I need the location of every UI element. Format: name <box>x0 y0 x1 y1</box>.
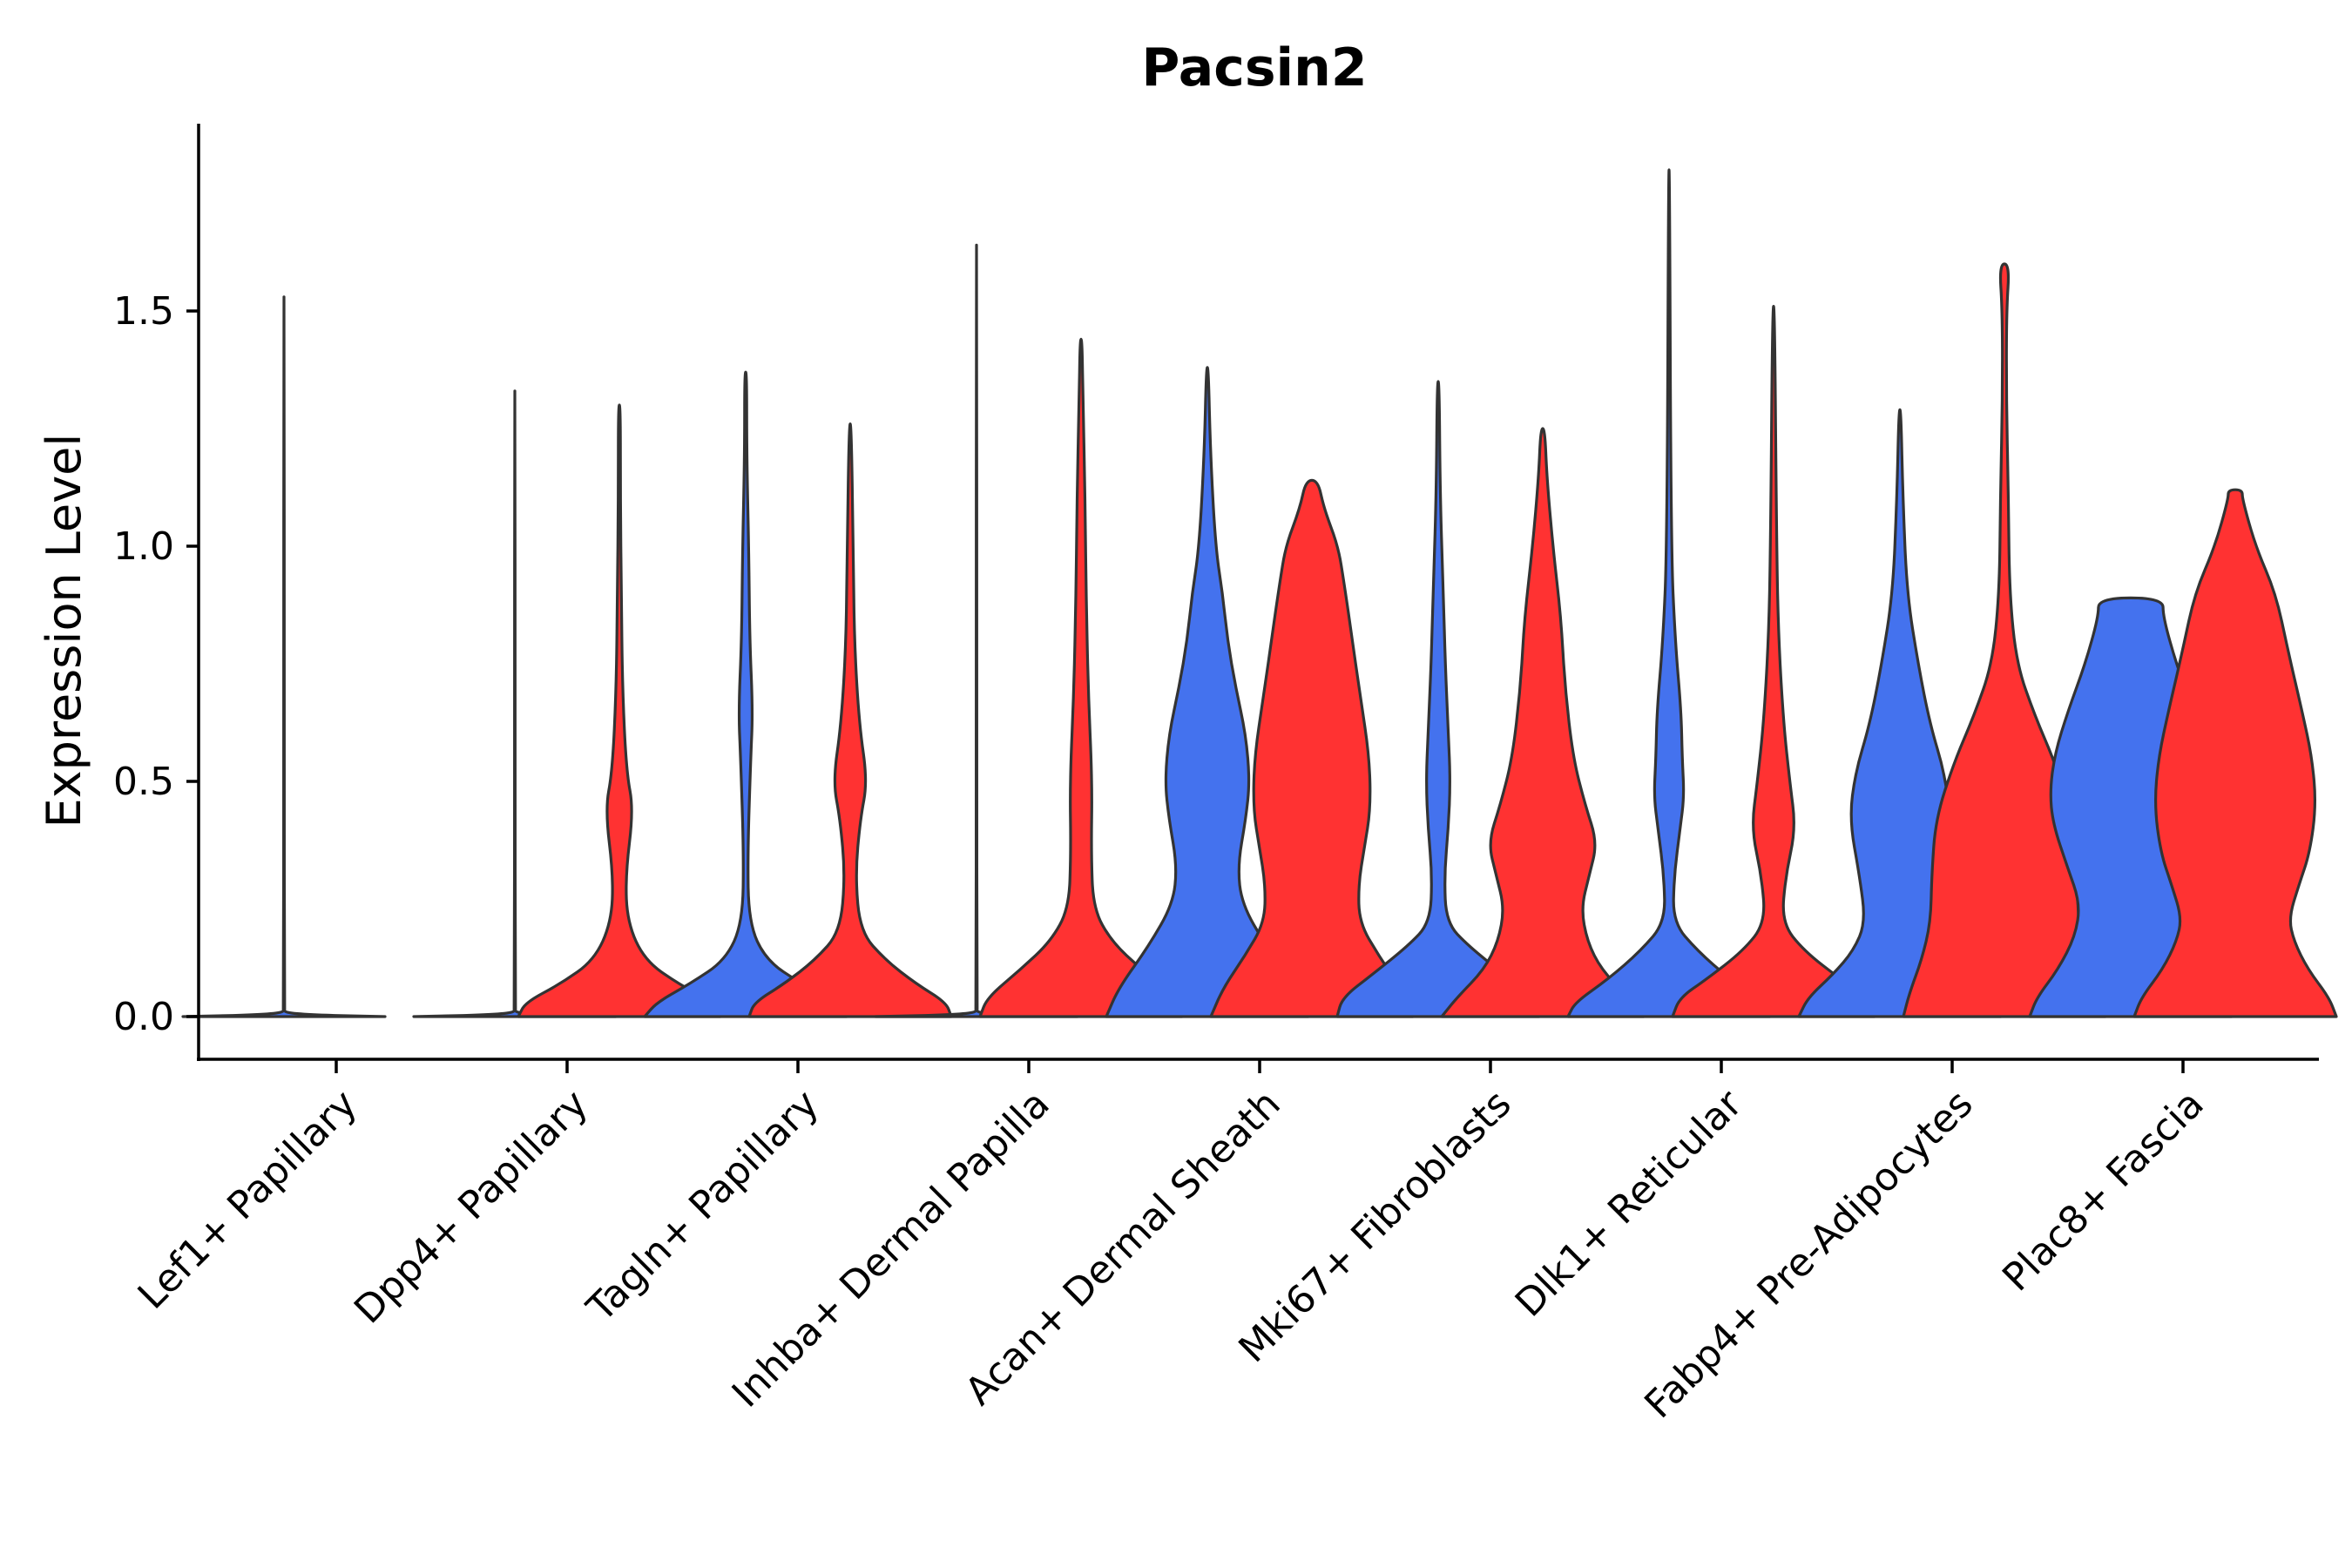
chart-title: Pacsin2 <box>1141 37 1367 98</box>
x-tick-label: Plac8+ Fascia <box>1994 1082 2213 1301</box>
x-tick-label: Dpp4+ Papillary <box>346 1082 597 1333</box>
violin-group-2 <box>517 403 722 1018</box>
axes <box>197 124 2319 1061</box>
violin-group-1 <box>1566 168 1772 1018</box>
violin-group-1 <box>643 370 848 1018</box>
violin-group-1 <box>1335 380 1541 1018</box>
x-tick-label: Lef1+ Papillary <box>130 1082 366 1318</box>
y-tick-label: 1.5 <box>113 289 174 334</box>
y-ticks: 0.0 0.5 1.0 1.5 <box>113 289 199 1039</box>
violin-group-2 <box>978 337 1184 1018</box>
x-tick-label: Tagln+ Papillary <box>578 1082 828 1331</box>
x-tick-label: Dlk1+ Reticular <box>1507 1081 1752 1326</box>
violin-group-2 <box>1209 478 1415 1018</box>
y-tick-label: 1.0 <box>113 524 174 569</box>
violin-layer <box>181 168 2338 1018</box>
violin-group-1 <box>412 389 618 1018</box>
violin-group-1 <box>874 243 1079 1018</box>
y-tick-label: 0.5 <box>113 760 174 804</box>
violin-group-2 <box>1440 427 1646 1018</box>
violin-group-2 <box>2132 488 2338 1018</box>
violin-group-1 <box>1105 366 1310 1018</box>
violin-group-2 <box>747 422 953 1018</box>
violin-group-2 <box>1671 305 1876 1018</box>
y-axis-label: Expression Level <box>37 434 91 828</box>
violin-group-2 <box>1902 262 2107 1018</box>
violin-group-1 <box>181 295 387 1018</box>
y-tick-label: 0.0 <box>113 995 174 1039</box>
